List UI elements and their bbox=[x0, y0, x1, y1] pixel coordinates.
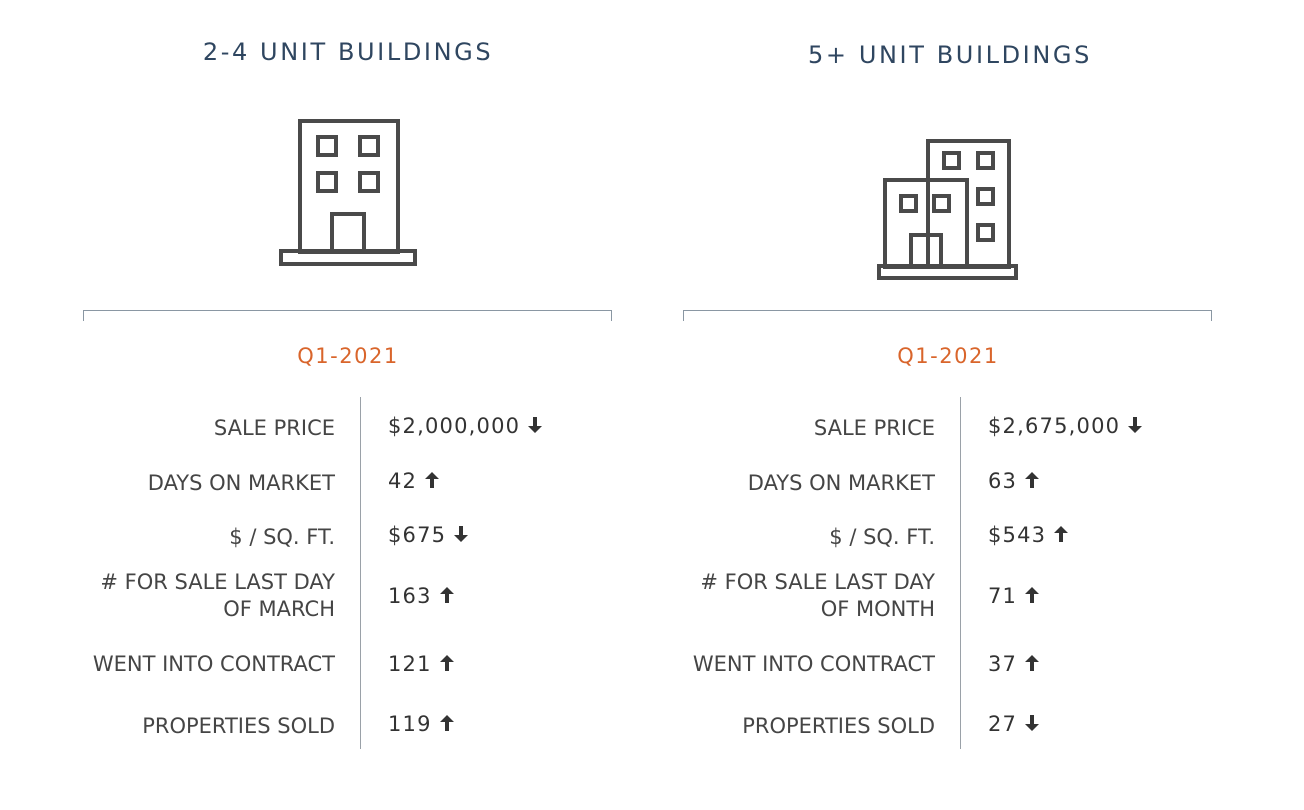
metric-number: 71 bbox=[988, 584, 1018, 608]
metric-label: DAYS ON MARKET bbox=[147, 470, 335, 495]
period-label: Q1-2021 bbox=[897, 344, 999, 368]
metric-number: 163 bbox=[388, 584, 432, 608]
metric-value: 121 bbox=[388, 634, 454, 694]
metric-label: SALE PRICE bbox=[213, 415, 335, 440]
metric-value: $675 bbox=[388, 505, 469, 565]
metric-value: $2,675,000 bbox=[988, 396, 1143, 456]
metric-number: 37 bbox=[988, 652, 1018, 676]
metric-label: PROPERTIES SOLD bbox=[742, 713, 935, 738]
metric-number: $2,675,000 bbox=[988, 414, 1121, 438]
metric-label: $ / SQ. FT. bbox=[229, 524, 335, 549]
panel-title: 2-4 UNIT BUILDINGS bbox=[202, 38, 494, 66]
metric-label: WENT INTO CONTRACT bbox=[692, 651, 935, 676]
panel-5-plus-unit: 5+ UNIT BUILDINGS Q1-2021 SALE PRICE $2,6… bbox=[652, 0, 1304, 810]
metric-value: $2,000,000 bbox=[388, 396, 543, 456]
period-label: Q1-2021 bbox=[297, 344, 399, 368]
metric-number: 119 bbox=[388, 712, 432, 736]
metric-number: 121 bbox=[388, 652, 432, 676]
section-divider bbox=[83, 310, 612, 321]
metric-value: 163 bbox=[388, 566, 454, 626]
arrow-up-icon bbox=[439, 652, 454, 676]
metric-number: 42 bbox=[388, 469, 418, 493]
metric-value: 63 bbox=[988, 451, 1040, 511]
metric-number: $543 bbox=[988, 523, 1047, 547]
metric-value: $543 bbox=[988, 505, 1069, 565]
arrow-up-icon bbox=[1025, 584, 1040, 608]
metric-number: 27 bbox=[988, 712, 1018, 736]
buildings-icon bbox=[877, 139, 1018, 280]
arrow-down-icon bbox=[454, 523, 469, 547]
metric-value: 71 bbox=[988, 566, 1040, 626]
arrow-up-icon bbox=[1054, 523, 1069, 547]
metric-label: PROPERTIES SOLD bbox=[142, 713, 335, 738]
arrow-up-icon bbox=[439, 584, 454, 608]
arrow-up-icon bbox=[1025, 652, 1040, 676]
arrow-down-icon bbox=[1128, 414, 1143, 438]
metric-number: 63 bbox=[988, 469, 1018, 493]
arrow-up-icon bbox=[439, 712, 454, 736]
metric-number: $2,000,000 bbox=[388, 414, 521, 438]
arrow-down-icon bbox=[1025, 712, 1040, 736]
metric-label: # FOR SALE LAST DAY OF MONTH bbox=[700, 570, 935, 621]
metric-value: 42 bbox=[388, 451, 440, 511]
metric-label: $ / SQ. FT. bbox=[829, 524, 935, 549]
metric-label: DAYS ON MARKET bbox=[747, 470, 935, 495]
metric-value: 27 bbox=[988, 694, 1040, 754]
metric-label: WENT INTO CONTRACT bbox=[92, 651, 335, 676]
metric-label: SALE PRICE bbox=[813, 415, 935, 440]
metric-value: 37 bbox=[988, 634, 1040, 694]
arrow-up-icon bbox=[425, 469, 440, 493]
metric-value: 119 bbox=[388, 694, 454, 754]
panel-title: 5+ UNIT BUILDINGS bbox=[808, 41, 1092, 69]
arrow-up-icon bbox=[1025, 469, 1040, 493]
column-divider bbox=[360, 397, 361, 749]
arrow-down-icon bbox=[528, 414, 543, 438]
panel-2-4-unit: 2-4 UNIT BUILDINGS Q1-2021 SALE PRICE $2,… bbox=[83, 38, 612, 754]
column-divider bbox=[960, 397, 961, 749]
metric-number: $675 bbox=[388, 523, 447, 547]
section-divider bbox=[683, 310, 1212, 321]
building-icon bbox=[279, 119, 417, 266]
metric-label: # FOR SALE LAST DAY OF MARCH bbox=[100, 570, 335, 621]
